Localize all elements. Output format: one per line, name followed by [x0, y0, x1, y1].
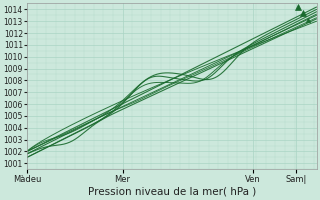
- X-axis label: Pression niveau de la mer( hPa ): Pression niveau de la mer( hPa ): [88, 187, 256, 197]
